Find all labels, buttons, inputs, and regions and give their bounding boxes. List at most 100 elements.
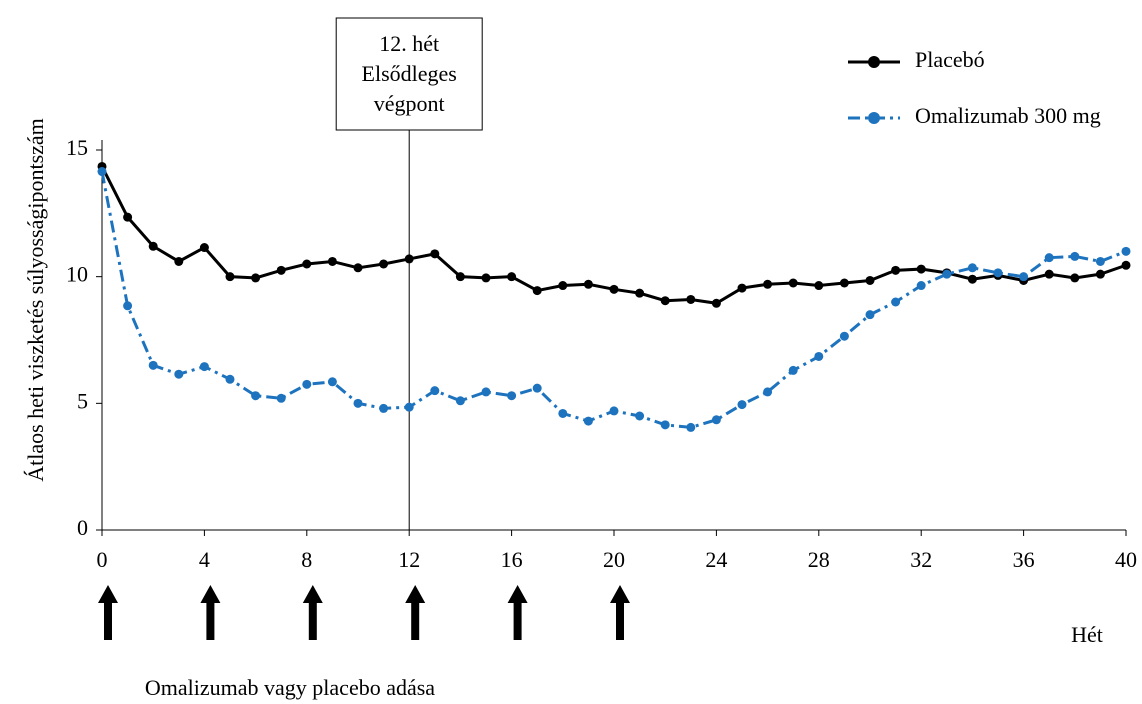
data-point bbox=[1044, 269, 1054, 279]
data-point bbox=[967, 263, 977, 273]
data-point bbox=[353, 398, 363, 408]
dose-arrow bbox=[507, 585, 528, 640]
data-point bbox=[507, 391, 517, 401]
data-point bbox=[814, 281, 824, 291]
data-point bbox=[455, 396, 465, 406]
data-point bbox=[199, 243, 209, 253]
data-point bbox=[123, 301, 133, 311]
data-point bbox=[737, 283, 747, 293]
data-point bbox=[97, 167, 107, 177]
data-point bbox=[916, 281, 926, 291]
x-tick-label: 20 bbox=[603, 547, 625, 572]
data-point bbox=[174, 369, 184, 379]
data-point bbox=[1070, 273, 1080, 283]
x-tick-label: 4 bbox=[199, 547, 210, 572]
data-point bbox=[123, 212, 133, 222]
data-point bbox=[1121, 246, 1131, 256]
data-point bbox=[686, 422, 696, 432]
data-point bbox=[942, 269, 952, 279]
data-point bbox=[327, 256, 337, 266]
annotation-box bbox=[335, 17, 483, 131]
annotation-text: Elsődleges bbox=[362, 61, 457, 86]
dose-arrow bbox=[610, 585, 630, 640]
data-point bbox=[891, 297, 901, 307]
x-tick-label: 32 bbox=[910, 547, 932, 572]
data-point bbox=[148, 360, 158, 370]
data-point bbox=[865, 310, 875, 320]
data-point bbox=[737, 400, 747, 410]
x-tick-label: 16 bbox=[501, 547, 523, 572]
data-point bbox=[1095, 269, 1105, 279]
data-point bbox=[404, 254, 414, 264]
legend-marker bbox=[868, 112, 880, 124]
dose-arrow bbox=[200, 585, 221, 640]
data-point bbox=[558, 408, 568, 418]
data-point bbox=[430, 249, 440, 259]
y-tick-label: 0 bbox=[77, 515, 88, 540]
annotation-text: végpont bbox=[374, 91, 445, 116]
data-point bbox=[174, 256, 184, 266]
y-tick-label: 5 bbox=[77, 388, 88, 413]
data-point bbox=[558, 281, 568, 291]
data-point bbox=[916, 264, 926, 274]
data-point bbox=[763, 279, 773, 289]
data-point bbox=[507, 272, 517, 282]
data-point bbox=[583, 416, 593, 426]
data-point bbox=[430, 386, 440, 396]
data-point bbox=[993, 268, 1003, 278]
y-axis-label: Átlaos heti viszketés súlyosságipontszám bbox=[23, 118, 48, 482]
data-point bbox=[635, 288, 645, 298]
x-tick-label: 40 bbox=[1115, 547, 1137, 572]
data-point bbox=[379, 259, 389, 269]
x-tick-label: 8 bbox=[301, 547, 312, 572]
data-point bbox=[379, 403, 389, 413]
data-point bbox=[327, 377, 337, 387]
annotation-text: 12. hét bbox=[379, 31, 439, 56]
legend-label: Omalizumab 300 mg bbox=[915, 103, 1101, 128]
data-point bbox=[711, 298, 721, 308]
data-point bbox=[276, 393, 286, 403]
data-point bbox=[839, 278, 849, 288]
data-point bbox=[865, 275, 875, 285]
legend-marker bbox=[868, 56, 880, 68]
data-point bbox=[891, 265, 901, 275]
data-point bbox=[839, 331, 849, 341]
data-point bbox=[404, 402, 414, 412]
dose-arrow bbox=[302, 585, 323, 640]
data-point bbox=[635, 411, 645, 421]
data-point bbox=[686, 294, 696, 304]
data-point bbox=[481, 273, 491, 283]
data-point bbox=[711, 415, 721, 425]
data-point bbox=[1121, 260, 1131, 270]
data-point bbox=[583, 279, 593, 289]
data-point bbox=[455, 272, 465, 282]
data-point bbox=[1095, 256, 1105, 266]
data-point bbox=[788, 278, 798, 288]
data-point bbox=[814, 351, 824, 361]
data-point bbox=[660, 296, 670, 306]
data-point bbox=[199, 362, 209, 372]
x-tick-label: 0 bbox=[97, 547, 108, 572]
data-point bbox=[353, 263, 363, 273]
data-point bbox=[148, 241, 158, 251]
data-point bbox=[225, 374, 235, 384]
data-point bbox=[609, 284, 619, 294]
data-point bbox=[1019, 272, 1029, 282]
x-tick-label: 24 bbox=[705, 547, 727, 572]
data-point bbox=[1070, 251, 1080, 261]
data-point bbox=[481, 387, 491, 397]
dose-label: Omalizumab vagy placebo adása bbox=[145, 675, 435, 700]
x-axis-label: Hét bbox=[1071, 622, 1103, 647]
x-tick-label: 28 bbox=[808, 547, 830, 572]
data-point bbox=[302, 379, 312, 389]
data-point bbox=[532, 286, 542, 296]
data-point bbox=[225, 272, 235, 282]
data-point bbox=[609, 406, 619, 416]
dose-arrow bbox=[98, 585, 118, 640]
data-point bbox=[967, 274, 977, 284]
data-point bbox=[763, 387, 773, 397]
x-tick-label: 36 bbox=[1013, 547, 1035, 572]
x-tick-label: 12 bbox=[398, 547, 420, 572]
y-tick-label: 10 bbox=[66, 262, 88, 287]
data-point bbox=[1044, 253, 1054, 263]
